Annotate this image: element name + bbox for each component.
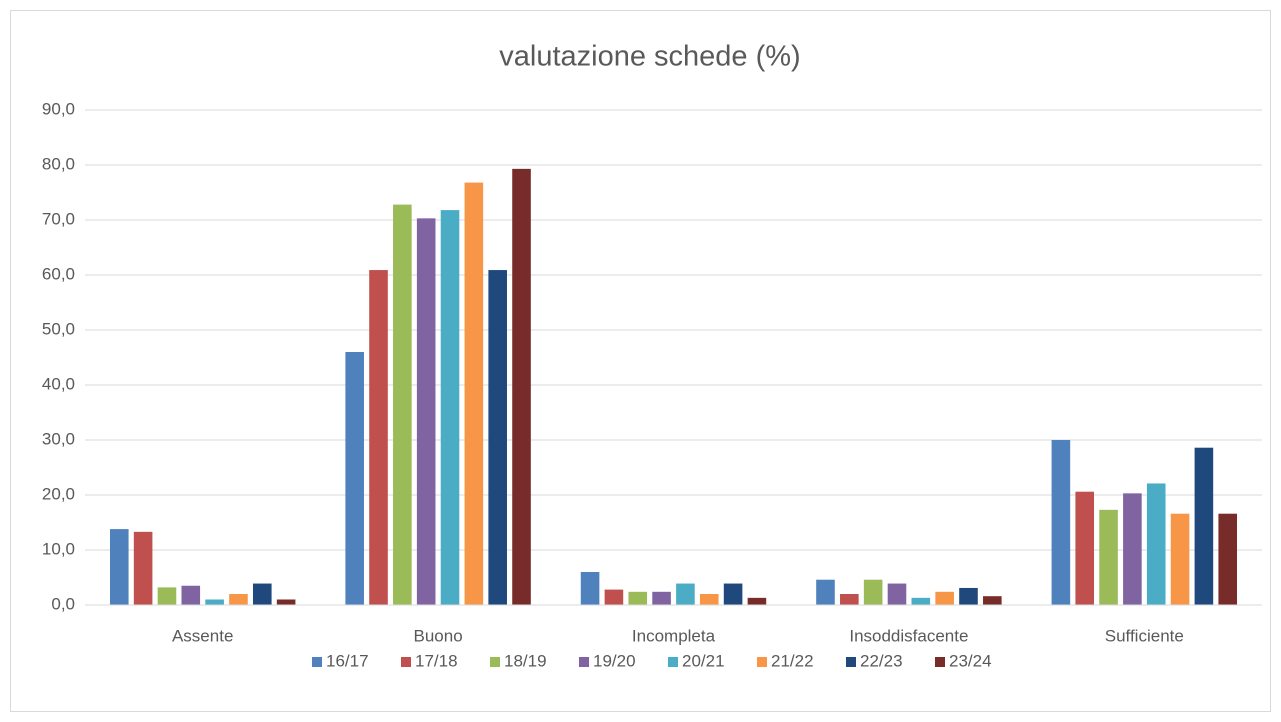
bar: [464, 182, 484, 605]
y-tick-label: 10,0: [42, 539, 75, 558]
y-tick-label: 60,0: [42, 264, 75, 283]
bar: [723, 583, 743, 605]
x-tick-label: Sufficiente: [1105, 626, 1184, 645]
bar: [935, 591, 954, 605]
bar: [1099, 509, 1118, 605]
bar: [1146, 483, 1166, 605]
bar: [229, 594, 248, 605]
x-tick-label: Assente: [172, 626, 233, 645]
legend-label: 23/24: [949, 651, 992, 670]
bar: [1170, 513, 1190, 605]
bar: [580, 572, 600, 605]
bar: [1123, 493, 1142, 605]
bar: [416, 218, 436, 605]
y-tick-label: 20,0: [42, 484, 75, 503]
legend-label: 22/23: [860, 651, 903, 670]
bar: [959, 587, 978, 605]
legend-swatch: [668, 657, 678, 667]
bar: [205, 599, 224, 605]
legend-swatch: [312, 657, 322, 667]
bar: [887, 583, 907, 605]
y-tick-label: 0,0: [51, 594, 75, 613]
legend-label: 19/20: [593, 651, 636, 670]
bar: [181, 585, 201, 605]
bar: [512, 168, 531, 605]
bar: [157, 587, 177, 605]
bar: [393, 204, 412, 605]
x-tick-label: Buono: [414, 626, 463, 645]
bar: [816, 579, 835, 605]
legend-label: 20/21: [682, 651, 725, 670]
bar: [628, 591, 648, 605]
legend-label: 21/22: [771, 651, 814, 670]
bar: [345, 352, 364, 605]
bar: [440, 210, 460, 605]
legend-swatch: [579, 657, 589, 667]
legend-label: 17/18: [415, 651, 458, 670]
legend-swatch: [757, 657, 767, 667]
bar: [911, 597, 931, 605]
bar: [863, 579, 883, 605]
legend-swatch: [490, 657, 500, 667]
chart-title: valutazione schede (%): [499, 41, 800, 73]
bar: [747, 597, 767, 605]
bar: [676, 583, 695, 605]
bar: [983, 596, 1002, 605]
bar: [604, 589, 624, 605]
bar: [133, 531, 153, 605]
legend-label: 16/17: [326, 651, 369, 670]
bar: [652, 591, 671, 605]
x-tick-label: Insoddisfacente: [849, 626, 968, 645]
y-tick-label: 70,0: [42, 209, 75, 228]
y-tick-label: 80,0: [42, 154, 75, 173]
legend-swatch: [846, 657, 856, 667]
legend-swatch: [935, 657, 945, 667]
legend-swatch: [401, 657, 411, 667]
bar: [840, 594, 859, 605]
chart-border: [10, 10, 1271, 712]
bar: [699, 594, 719, 605]
y-tick-label: 30,0: [42, 429, 75, 448]
x-tick-label: Incompleta: [632, 626, 716, 645]
bar: [369, 270, 388, 605]
y-tick-label: 50,0: [42, 319, 75, 338]
legend-label: 18/19: [504, 651, 547, 670]
bar: [1194, 447, 1214, 605]
bar: [1218, 513, 1238, 605]
bar: [109, 529, 129, 605]
y-tick-label: 40,0: [42, 374, 75, 393]
y-tick-label: 90,0: [42, 99, 75, 118]
bar: [1075, 491, 1095, 605]
bar: [252, 583, 272, 605]
bar: [276, 599, 296, 605]
bar: [1051, 440, 1071, 605]
bar: [488, 270, 507, 605]
